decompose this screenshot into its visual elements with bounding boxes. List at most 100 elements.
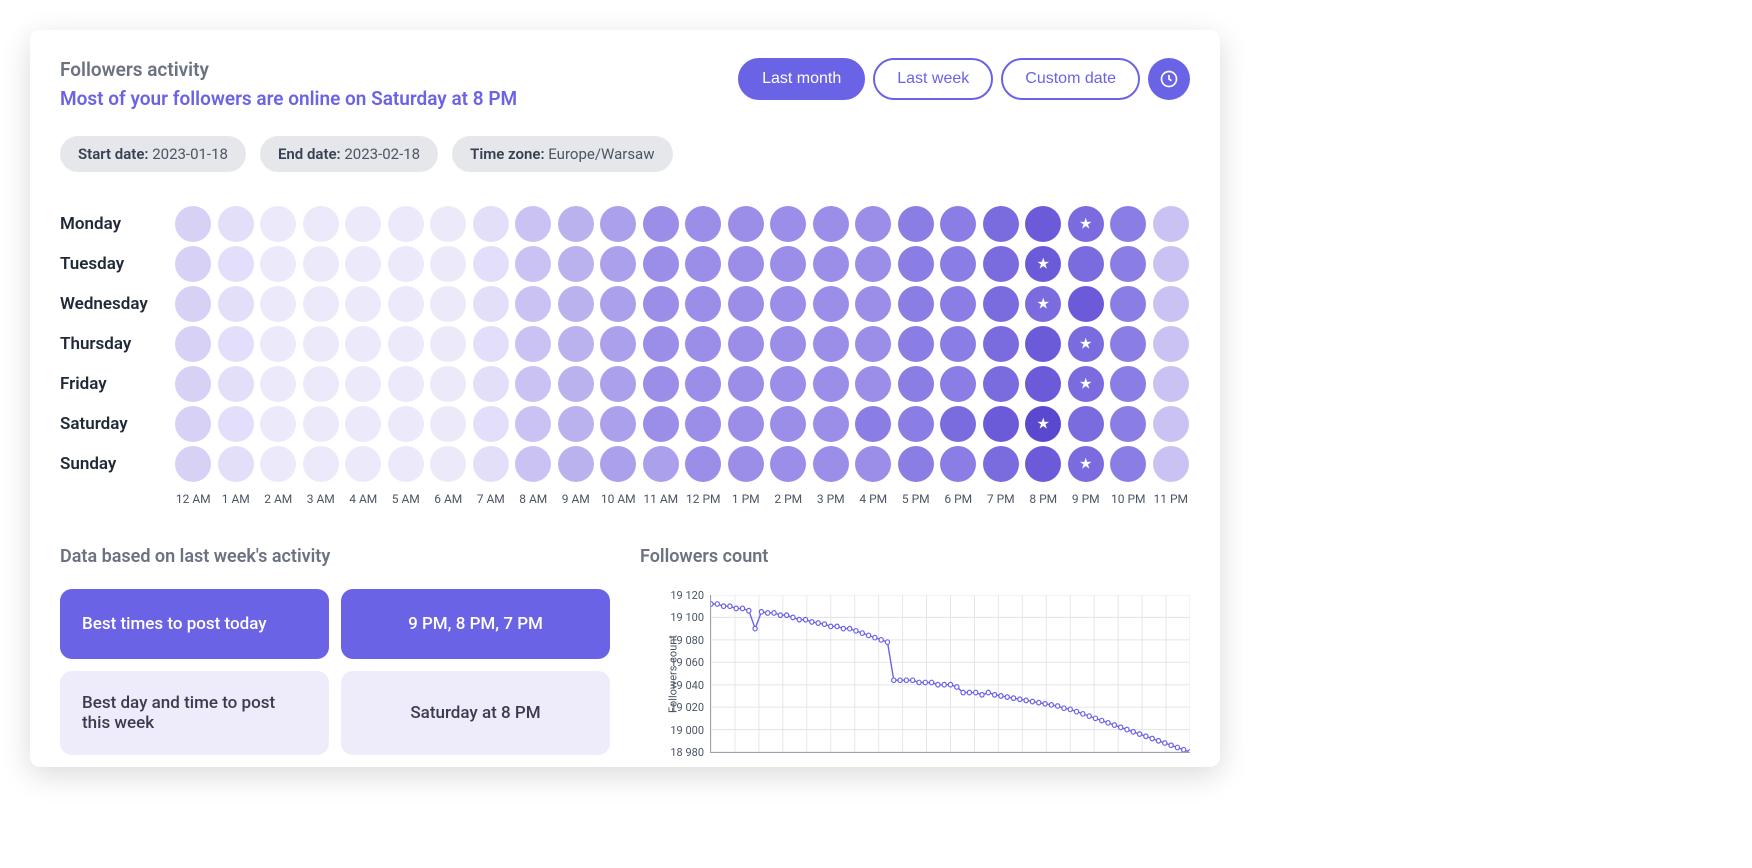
heatmap-dot[interactable]	[1110, 446, 1146, 482]
heatmap-dot[interactable]	[600, 326, 636, 362]
heatmap-dot[interactable]	[983, 446, 1019, 482]
heatmap-dot[interactable]	[728, 206, 764, 242]
heatmap-dot[interactable]	[940, 326, 976, 362]
heatmap-dot[interactable]	[898, 326, 934, 362]
heatmap-dot[interactable]	[1068, 246, 1104, 282]
heatmap-dot[interactable]: ★	[1068, 326, 1104, 362]
heatmap-dot[interactable]	[1068, 286, 1104, 322]
heatmap-dot[interactable]	[218, 406, 254, 442]
heatmap-dot[interactable]	[685, 366, 721, 402]
heatmap-dot[interactable]: ★	[1068, 446, 1104, 482]
heatmap-dot[interactable]	[940, 446, 976, 482]
heatmap-dot[interactable]	[728, 246, 764, 282]
heatmap-dot[interactable]	[813, 406, 849, 442]
heatmap-dot[interactable]	[430, 286, 466, 322]
range-button-last-month[interactable]: Last month	[738, 58, 865, 100]
heatmap-dot[interactable]	[260, 246, 296, 282]
clock-icon-button[interactable]	[1148, 58, 1190, 100]
heatmap-dot[interactable]	[218, 246, 254, 282]
heatmap-dot[interactable]	[473, 286, 509, 322]
heatmap-dot[interactable]	[260, 366, 296, 402]
heatmap-dot[interactable]	[600, 446, 636, 482]
heatmap-dot[interactable]	[855, 446, 891, 482]
heatmap-dot[interactable]	[1110, 206, 1146, 242]
heatmap-dot[interactable]: ★	[1068, 366, 1104, 402]
heatmap-dot[interactable]	[813, 246, 849, 282]
heatmap-dot[interactable]	[855, 326, 891, 362]
heatmap-dot[interactable]	[770, 406, 806, 442]
heatmap-dot[interactable]: ★	[1025, 286, 1061, 322]
heatmap-dot[interactable]	[643, 326, 679, 362]
heatmap-dot[interactable]	[1153, 366, 1189, 402]
heatmap-dot[interactable]	[430, 206, 466, 242]
heatmap-dot[interactable]	[983, 286, 1019, 322]
heatmap-dot[interactable]	[388, 246, 424, 282]
heatmap-dot[interactable]	[388, 286, 424, 322]
heatmap-dot[interactable]	[728, 406, 764, 442]
heatmap-dot[interactable]	[345, 206, 381, 242]
heatmap-dot[interactable]	[1153, 446, 1189, 482]
heatmap-dot[interactable]	[685, 246, 721, 282]
heatmap-dot[interactable]	[898, 246, 934, 282]
heatmap-dot[interactable]	[388, 206, 424, 242]
heatmap-dot[interactable]	[770, 446, 806, 482]
heatmap-dot[interactable]	[600, 366, 636, 402]
heatmap-dot[interactable]	[898, 286, 934, 322]
heatmap-dot[interactable]	[303, 286, 339, 322]
heatmap-dot[interactable]	[728, 286, 764, 322]
heatmap-dot[interactable]: ★	[1025, 406, 1061, 442]
heatmap-dot[interactable]	[175, 246, 211, 282]
heatmap-dot[interactable]	[175, 446, 211, 482]
heatmap-dot[interactable]	[685, 406, 721, 442]
heatmap-dot[interactable]	[515, 286, 551, 322]
heatmap-dot[interactable]	[898, 206, 934, 242]
heatmap-dot[interactable]	[643, 446, 679, 482]
heatmap-dot[interactable]	[940, 366, 976, 402]
heatmap-dot[interactable]	[643, 406, 679, 442]
heatmap-dot[interactable]	[558, 246, 594, 282]
heatmap-dot[interactable]	[558, 326, 594, 362]
heatmap-dot[interactable]	[345, 406, 381, 442]
heatmap-dot[interactable]	[430, 406, 466, 442]
heatmap-dot[interactable]	[940, 206, 976, 242]
heatmap-dot[interactable]	[770, 326, 806, 362]
heatmap-dot[interactable]	[685, 206, 721, 242]
heatmap-dot[interactable]	[430, 446, 466, 482]
heatmap-dot[interactable]	[728, 446, 764, 482]
heatmap-dot[interactable]	[515, 366, 551, 402]
heatmap-dot[interactable]	[685, 326, 721, 362]
heatmap-dot[interactable]	[388, 366, 424, 402]
heatmap-dot[interactable]	[473, 366, 509, 402]
heatmap-dot[interactable]	[558, 366, 594, 402]
heatmap-dot[interactable]	[813, 446, 849, 482]
heatmap-dot[interactable]	[303, 246, 339, 282]
heatmap-dot[interactable]	[388, 446, 424, 482]
heatmap-dot[interactable]	[1025, 366, 1061, 402]
heatmap-dot[interactable]	[940, 246, 976, 282]
heatmap-dot[interactable]	[1153, 326, 1189, 362]
heatmap-dot[interactable]	[430, 326, 466, 362]
heatmap-dot[interactable]	[600, 286, 636, 322]
heatmap-dot[interactable]	[175, 326, 211, 362]
heatmap-dot[interactable]	[813, 326, 849, 362]
heatmap-dot[interactable]	[473, 246, 509, 282]
heatmap-dot[interactable]	[855, 406, 891, 442]
heatmap-dot[interactable]	[1025, 326, 1061, 362]
heatmap-dot[interactable]	[770, 246, 806, 282]
heatmap-dot[interactable]	[1110, 406, 1146, 442]
heatmap-dot[interactable]	[643, 286, 679, 322]
heatmap-dot[interactable]	[1153, 206, 1189, 242]
heatmap-dot[interactable]	[600, 246, 636, 282]
heatmap-dot[interactable]	[218, 326, 254, 362]
heatmap-dot[interactable]	[770, 206, 806, 242]
heatmap-dot[interactable]	[260, 326, 296, 362]
heatmap-dot[interactable]	[558, 406, 594, 442]
heatmap-dot[interactable]	[813, 286, 849, 322]
heatmap-dot[interactable]	[175, 206, 211, 242]
heatmap-dot[interactable]	[813, 206, 849, 242]
heatmap-dot[interactable]	[1110, 326, 1146, 362]
heatmap-dot[interactable]	[515, 246, 551, 282]
heatmap-dot[interactable]	[473, 406, 509, 442]
heatmap-dot[interactable]	[430, 366, 466, 402]
heatmap-dot[interactable]	[983, 246, 1019, 282]
